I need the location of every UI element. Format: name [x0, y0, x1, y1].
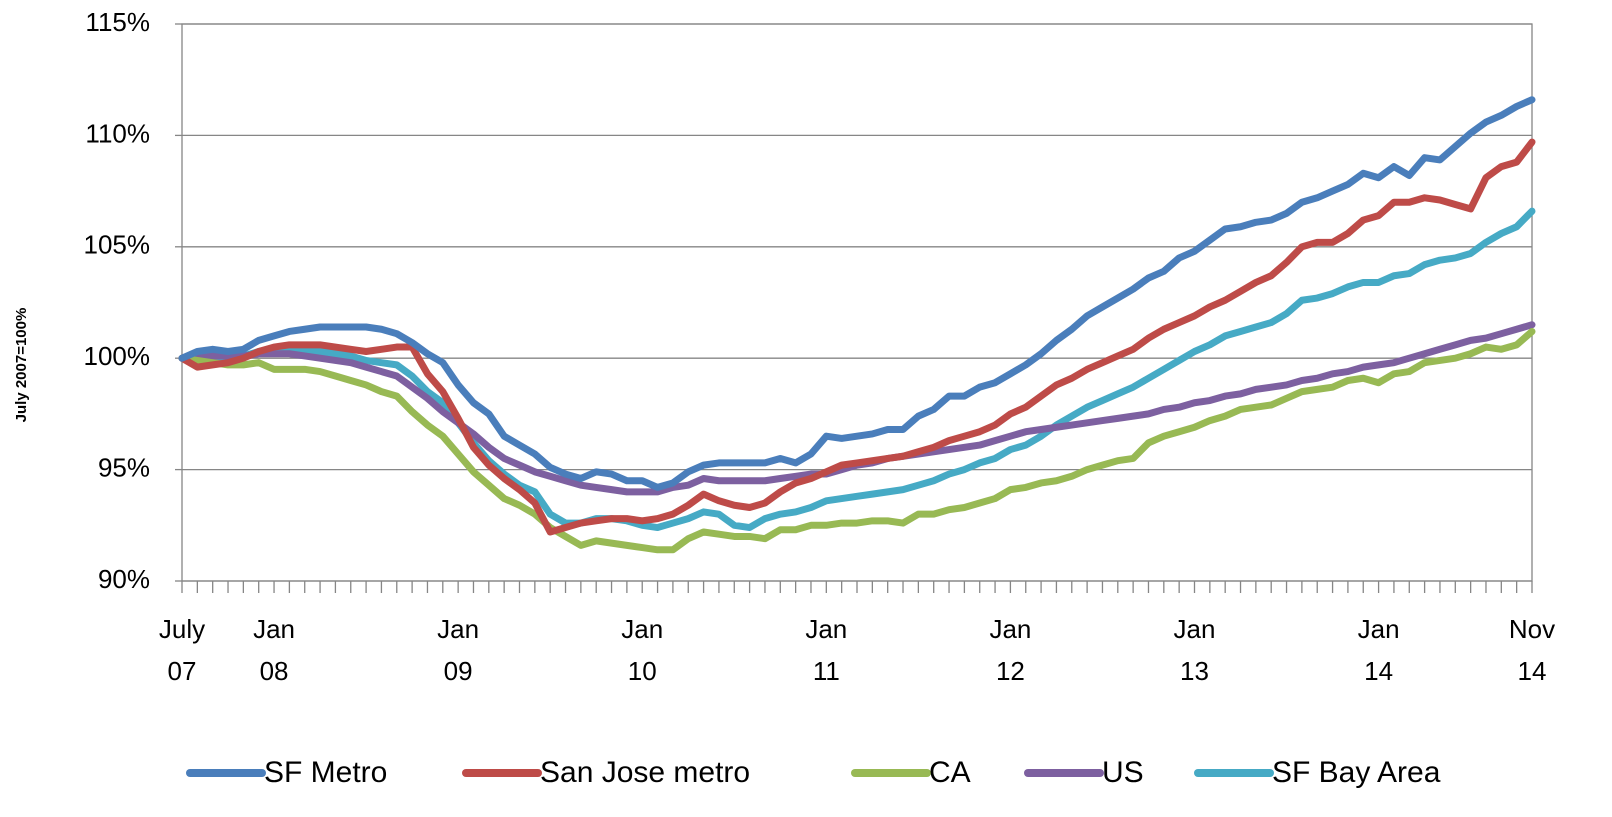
line-series [178, 138, 1536, 536]
x-tick-label: Jan 12 [989, 614, 1032, 686]
legend-label: CA [929, 756, 971, 789]
y-tick-label: 105% [84, 230, 151, 260]
y-tick-label: 115% [85, 7, 150, 37]
legend-label: SF Bay Area [1272, 756, 1441, 789]
legend-label: SF Metro [264, 756, 388, 789]
y-tick-label: 110% [85, 118, 150, 148]
y-axis-label: July 2007=100% [13, 308, 30, 423]
y-tick-label: 95% [98, 452, 150, 482]
legend-label: US [1102, 756, 1144, 789]
x-tick-label: July 07 [158, 614, 206, 686]
legend-label: San Jose metro [540, 756, 751, 789]
line-series [178, 96, 1536, 491]
y-tick-label: 90% [98, 564, 150, 594]
line-series [178, 327, 1536, 554]
x-tick-label: Jan 11 [805, 614, 848, 686]
x-tick-label: Nov 14 [1508, 614, 1556, 686]
x-tick-label: Jan 13 [1173, 614, 1216, 686]
y-tick-label: 100% [84, 341, 151, 371]
x-tick-label: Jan 14 [1357, 614, 1400, 686]
x-tick-label: Jan 09 [437, 614, 480, 686]
line-series [178, 207, 1536, 532]
x-tick-label: Jan 10 [621, 614, 664, 686]
x-tick-label: Jan 08 [253, 614, 295, 686]
